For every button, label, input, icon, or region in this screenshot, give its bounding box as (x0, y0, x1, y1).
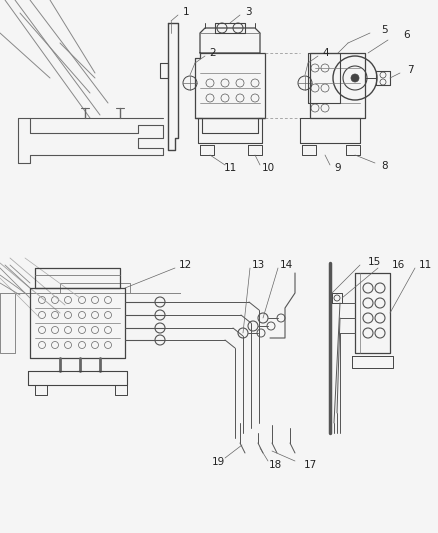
Text: 11: 11 (223, 163, 237, 173)
Text: 16: 16 (392, 260, 405, 270)
Text: 10: 10 (261, 163, 275, 173)
Text: 7: 7 (407, 65, 413, 75)
Text: 17: 17 (304, 460, 317, 470)
Circle shape (351, 74, 359, 82)
Text: 2: 2 (210, 48, 216, 58)
Text: 12: 12 (178, 260, 192, 270)
Text: 3: 3 (245, 7, 251, 17)
Text: 6: 6 (404, 30, 410, 40)
Text: 11: 11 (418, 260, 431, 270)
Text: 15: 15 (367, 257, 381, 267)
Text: 13: 13 (251, 260, 265, 270)
Text: 8: 8 (381, 161, 389, 171)
Text: 5: 5 (381, 25, 387, 35)
Text: 19: 19 (212, 457, 225, 467)
Text: 18: 18 (268, 460, 282, 470)
Text: 4: 4 (323, 48, 329, 58)
Text: 9: 9 (335, 163, 341, 173)
Text: 14: 14 (279, 260, 293, 270)
Text: 1: 1 (183, 7, 189, 17)
